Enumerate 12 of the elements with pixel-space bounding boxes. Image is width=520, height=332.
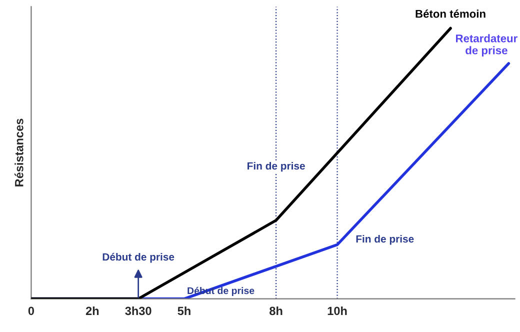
x-tick-label: 2h [86,306,99,315]
ref-line-label: Fin de prise [248,162,305,172]
series-label: Retardateur de prise [456,34,518,57]
x-tick-label: 10h [328,306,347,316]
series-label: Béton témoin [416,9,486,18]
ref-line-label: Fin de prise [356,234,414,245]
annotation: Début de prise [102,252,174,263]
x-tick-label: 3h30 [125,306,152,316]
y-axis-title: Résistances [14,118,24,186]
x-tick-label: 0 [28,306,34,316]
x-tick-label: 5h [178,306,190,316]
x-tick-label: 8h [270,306,282,316]
